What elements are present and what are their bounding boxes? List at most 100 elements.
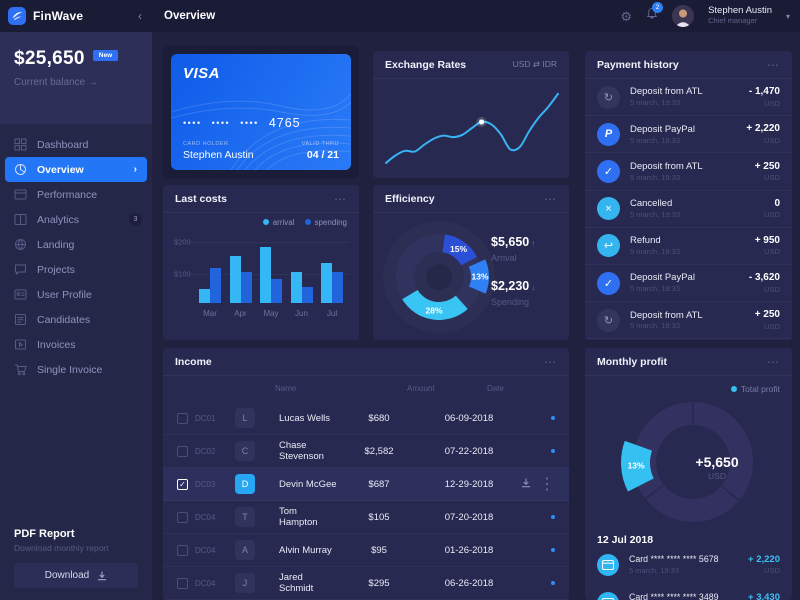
sidebar-item-landing[interactable]: Landing — [0, 232, 152, 257]
download-button-label: Download — [44, 570, 90, 581]
arrival-legend-dot — [262, 219, 269, 225]
row-kebab-menu-icon[interactable]: ⋮ — [539, 476, 555, 493]
gridline-200 — [189, 242, 349, 243]
monthly-card-row: Card **** **** **** 5678 5 march, 19:33 + … — [585, 546, 792, 584]
download-button[interactable]: Download — [14, 563, 138, 588]
sidebar-item-dashboard[interactable]: Dashboard — [0, 132, 152, 157]
sidebar-item-single-invoice[interactable]: Single Invoice — [0, 357, 152, 382]
arrival-bar — [321, 263, 332, 303]
spending-label: Spending — [491, 297, 530, 307]
bar-group-may: May — [260, 247, 282, 318]
row-download-icon[interactable] — [521, 475, 531, 493]
payment-history-title: Payment history — [597, 58, 679, 71]
income-row: DC02 C Chase Stevenson $2,582 07-22-2018 — [163, 435, 569, 468]
sidebar-item-invoices[interactable]: Invoices — [0, 332, 152, 357]
sidebar-item-projects[interactable]: Projects — [0, 257, 152, 282]
payment-currency: USD — [764, 321, 780, 331]
card-valid-label: VALID THRU — [301, 141, 339, 147]
payment-currency: USD — [764, 173, 780, 183]
page-title: Overview — [164, 10, 216, 22]
row-checkbox[interactable] — [177, 412, 188, 424]
chevron-right-icon: › — [133, 164, 137, 175]
income-table-body: DC01 L Lucas Wells $680 06-09-2018 DC02 C Chase… — [163, 402, 569, 600]
card-wave-pattern — [171, 93, 351, 170]
sidebar-item-performance[interactable]: Performance — [0, 182, 152, 207]
sidebar: $25,650 New Current balance → Dashboard O… — [0, 32, 152, 600]
analytics-badge: 3 — [129, 213, 142, 226]
payment-amount: + 250 — [754, 309, 780, 321]
row-code: DC04 — [195, 545, 216, 555]
single-invoice-icon — [14, 363, 27, 376]
row-name: Chase Stevenson — [279, 440, 324, 462]
row-checkbox[interactable] — [177, 445, 188, 457]
payment-time: 5 march, 19:33 — [630, 284, 681, 294]
income-row: ✓ DC03 D Devin McGee $687 12-29-2018 ⋮ — [163, 468, 569, 501]
row-checkbox[interactable]: ✓ — [177, 478, 188, 490]
arrival-bar — [260, 247, 271, 303]
payment-title: Cancelled — [630, 198, 673, 210]
bars — [290, 272, 313, 303]
user-name: Stephen Austin — [708, 5, 772, 17]
row-amount: $105 — [368, 511, 390, 523]
row-date: 12-29-2018 — [444, 478, 494, 490]
currency-pair-toggle[interactable]: USD ⇄ IDR — [512, 59, 557, 69]
card-amount-block: + 3,430USD — [748, 592, 780, 600]
payment-info: Deposit from ATL 5 march, 19:33 — [630, 86, 703, 107]
payment-amount: + 250 — [754, 160, 780, 172]
monthly-date-header: 12 Jul 2018 — [597, 534, 654, 546]
payment-row: × Cancelled 5 march, 19:33 0 USD — [585, 191, 792, 228]
payment-time: 5 march, 19:33 — [630, 172, 681, 182]
row-actions — [517, 581, 555, 585]
sidebar-item-user-profile[interactable]: User Profile — [0, 282, 152, 307]
sidebar-item-label: Dashboard — [37, 138, 89, 151]
row-name: Devin McGee — [279, 478, 337, 490]
cancel-icon: × — [597, 197, 620, 221]
payment-currency: USD — [764, 98, 780, 108]
settings-gear-icon[interactable]: ⚙ — [620, 8, 633, 24]
current-balance-link[interactable]: Current balance → — [14, 77, 98, 88]
card-valid-block: VALID THRU 04 / 21 — [302, 141, 339, 161]
user-avatar[interactable] — [672, 5, 695, 27]
card-title: Card **** **** **** 3489 — [629, 592, 719, 600]
check-icon: ✓ — [597, 271, 620, 295]
payment-title: Refund — [630, 235, 661, 247]
last-costs-legend: arrival spending — [262, 218, 347, 227]
row-avatar: L — [235, 408, 255, 428]
row-checkbox[interactable] — [177, 577, 188, 589]
pdf-report-block: PDF Report Download monthly report Downl… — [14, 528, 138, 588]
bar-group-jul: Jul — [321, 263, 343, 318]
visa-logo: VISA — [183, 65, 221, 82]
payment-title: Deposit PayPal — [630, 272, 695, 284]
payment-time: 5 march, 19:33 — [630, 321, 681, 331]
svg-text:13%: 13% — [628, 461, 645, 471]
row-checkbox[interactable] — [177, 511, 188, 523]
payment-amount-block: + 2,220 USD — [746, 123, 780, 145]
month-label: Apr — [234, 309, 247, 318]
row-status-dot — [551, 581, 555, 585]
row-date: 07-20-2018 — [444, 511, 494, 523]
payment-row: ↻ Deposit from ATL 5 march, 19:33 + 250 USD — [585, 302, 792, 340]
sidebar-item-candidates[interactable]: Candidates — [0, 307, 152, 332]
last-costs-title: Last costs — [175, 192, 227, 205]
monthly-profit-panel: Monthly profit ⋯ Total profit 13% +5,650… — [585, 348, 792, 600]
row-checkbox[interactable] — [177, 544, 188, 556]
spending-bar — [210, 268, 221, 303]
payment-amount-block: - 1,470 USD — [749, 86, 780, 108]
bar-group-jun: Jun — [290, 272, 313, 318]
month-label: May — [263, 309, 279, 318]
row-actions — [517, 416, 555, 420]
payment-currency: USD — [764, 135, 780, 145]
payment-currency: USD — [764, 247, 780, 257]
row-avatar: C — [235, 441, 255, 461]
topbar: FinWave ‹ Overview ⚙ 2 Stephen Austin Ch… — [0, 0, 800, 32]
notifications-bell-icon[interactable]: 2 — [646, 2, 664, 25]
sidebar-collapse-button[interactable]: ‹ — [138, 9, 142, 23]
user-menu-chevron-down-icon[interactable]: ▾ — [785, 11, 790, 21]
sidebar-item-analytics[interactable]: Analytics 3 — [0, 207, 152, 232]
sidebar-item-overview[interactable]: Overview › — [5, 157, 147, 182]
visa-card[interactable]: VISA •••• •••• •••• 4765 CARD HOLDER Stephe… — [171, 54, 351, 170]
performance-icon — [14, 188, 27, 201]
arrival-bar — [229, 256, 241, 303]
card-last4: 4765 — [268, 116, 301, 130]
row-amount: $687 — [368, 478, 390, 490]
